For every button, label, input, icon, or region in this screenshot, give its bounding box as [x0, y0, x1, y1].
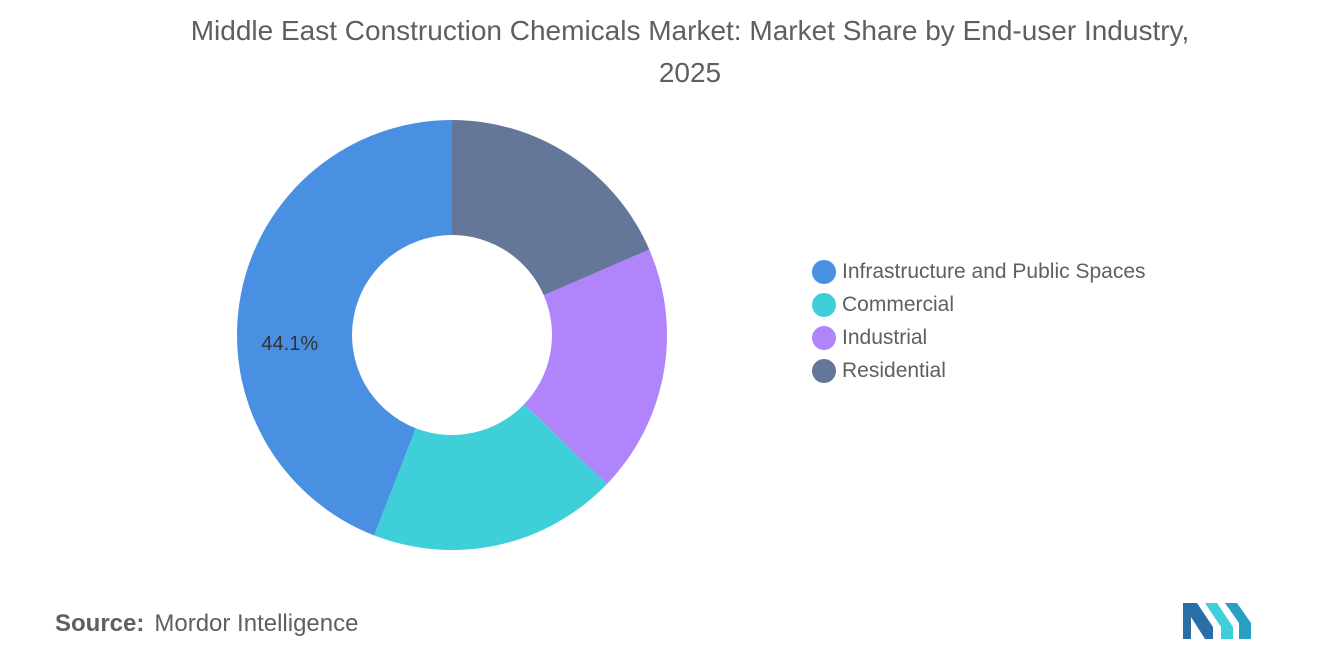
slice-industrial	[524, 249, 667, 485]
source-value: Mordor Intelligence	[154, 610, 359, 637]
legend-label: Industrial	[842, 325, 928, 349]
legend-swatch	[812, 358, 836, 383]
chart-legend: Infrastructure and Public Spaces Commerci…	[812, 255, 1146, 387]
legend-swatch	[812, 325, 836, 350]
slice-residential	[452, 120, 650, 296]
data-labels: 44.1%	[261, 333, 318, 355]
chart-title: Middle East Construction Chemicals Marke…	[190, 15, 1190, 88]
legend-item: Residential	[812, 354, 1146, 387]
source-note: Source: Mordor Intelligence	[55, 610, 358, 638]
legend-label: Residential	[842, 358, 946, 382]
data-label-infrastructure-and-public-spaces: 44.1%	[261, 333, 318, 355]
legend-swatch	[812, 292, 836, 317]
legend-label: Infrastructure and Public Spaces	[842, 259, 1146, 283]
slice-infrastructure-and-public-spaces	[237, 120, 452, 536]
legend-item: Industrial	[812, 321, 1146, 354]
mordor-intelligence-logo-icon	[1183, 603, 1251, 639]
donut-slices	[237, 120, 667, 550]
legend-swatch	[812, 259, 836, 284]
source-label: Source:	[55, 610, 145, 637]
legend-item: Infrastructure and Public Spaces	[812, 255, 1146, 288]
legend-item: Commercial	[812, 288, 1146, 321]
legend-label: Commercial	[842, 292, 955, 316]
slice-commercial	[374, 404, 607, 550]
